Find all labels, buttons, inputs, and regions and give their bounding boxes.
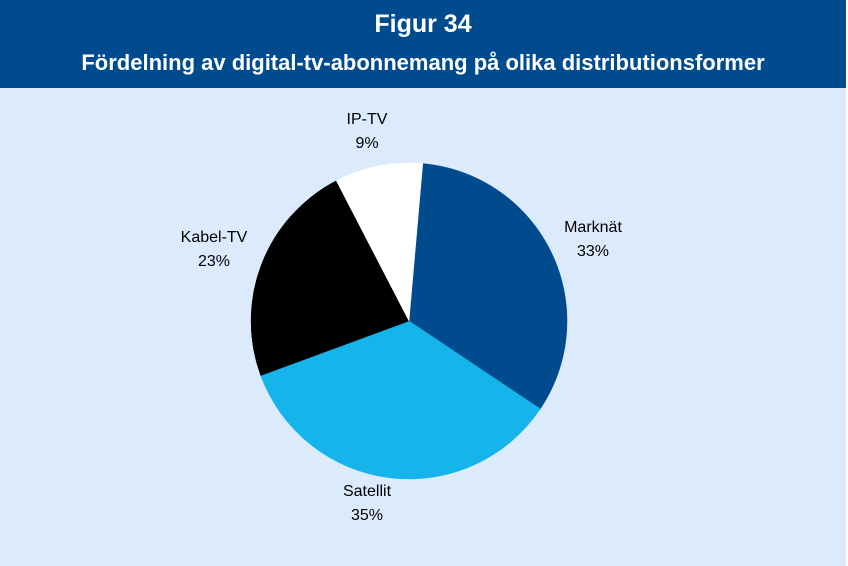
figure-label: Figur 34 — [374, 10, 472, 38]
slice-value-label: 33% — [577, 243, 609, 260]
slice-value-label: 23% — [198, 253, 230, 270]
slice-label: Kabel-TV — [181, 229, 248, 246]
pie-labels: Marknät 33% Satellit 35% Kabel-TV 23% IP-TV 9% — [181, 111, 623, 524]
pie-slice-satellit — [260, 320, 541, 480]
pie-slice-kabel-tv — [250, 180, 410, 376]
pie-slice-ip-tv — [335, 162, 424, 322]
slice-value-label: 9% — [355, 135, 378, 152]
chart-title: Fördelning av digital-tv-abonnemang på o… — [81, 50, 765, 75]
slice-value-label: 35% — [351, 507, 383, 524]
slice-label: IP-TV — [347, 111, 388, 128]
slice-label: Marknät — [564, 219, 622, 236]
pie-slices — [250, 162, 568, 480]
pie-slice-markn-t — [408, 163, 568, 410]
slice-label: Satellit — [343, 483, 392, 500]
chart-header: Figur 34 Fördelning av digital-tv-abonne… — [0, 0, 846, 88]
